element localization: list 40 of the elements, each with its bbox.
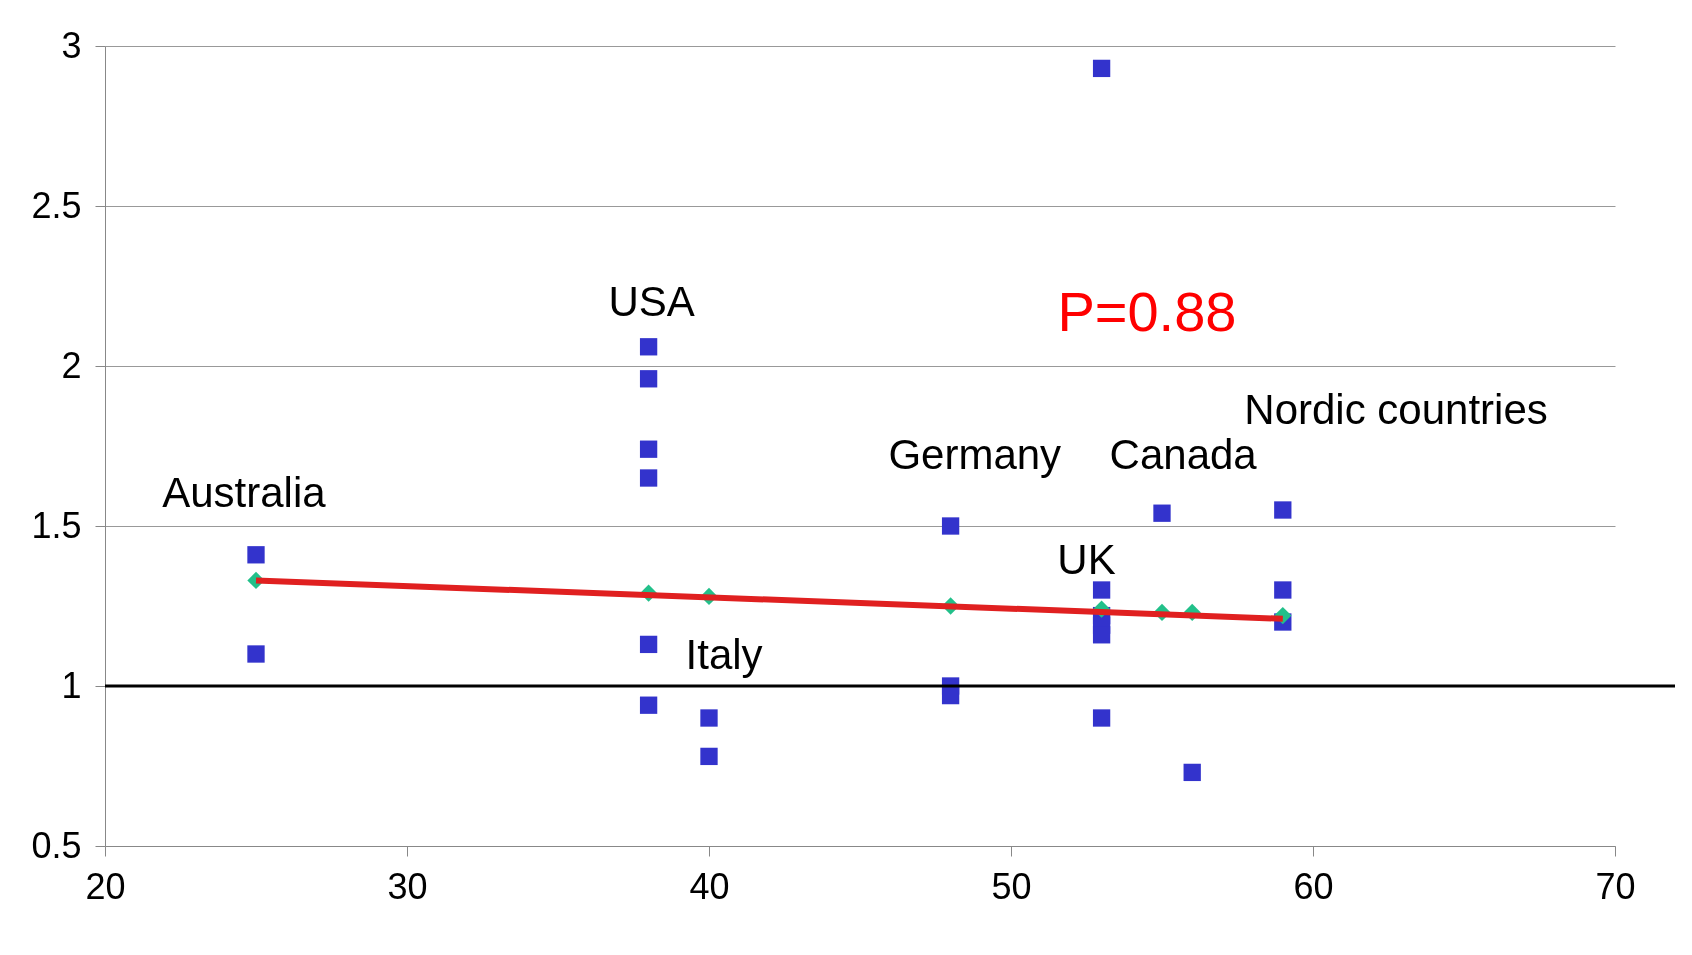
point — [639, 469, 658, 487]
point — [700, 709, 718, 727]
annotation: Italy — [685, 631, 763, 679]
x-tick-label: 50 — [991, 865, 1032, 907]
annotation: Germany — [888, 430, 1062, 478]
point — [639, 440, 658, 458]
x-tick-label: 40 — [689, 865, 730, 907]
point — [1274, 581, 1292, 599]
point — [1092, 59, 1111, 78]
annotation: Australia — [162, 469, 327, 516]
point — [639, 635, 658, 654]
annotation: UK — [1057, 536, 1116, 584]
annotation: P=0.88 — [1057, 280, 1237, 343]
annotation: Canada — [1109, 430, 1258, 478]
point — [1274, 501, 1292, 519]
point — [639, 696, 658, 714]
point — [1092, 626, 1111, 644]
point — [1092, 581, 1111, 599]
x-tick-label: 70 — [1595, 865, 1636, 907]
y-tick-label: 1.5 — [31, 504, 82, 546]
y-tick-label: 3 — [61, 24, 82, 66]
y-tick-label: 2 — [61, 344, 82, 386]
point — [247, 546, 265, 564]
point — [1153, 504, 1171, 522]
x-tick-label: 20 — [85, 865, 126, 907]
x-tick-label: 60 — [1293, 865, 1334, 907]
annotation: Nordic countries — [1244, 385, 1548, 433]
point — [700, 747, 718, 766]
y-tick-label: 0.5 — [31, 824, 82, 866]
point — [247, 645, 265, 663]
point — [941, 517, 960, 535]
point — [1183, 763, 1201, 782]
annotation: USA — [608, 277, 695, 325]
y-tick-label: 2.5 — [31, 184, 82, 226]
y-tick-label: 1 — [61, 664, 82, 706]
point — [941, 686, 960, 705]
point — [639, 370, 658, 388]
x-tick-label: 30 — [387, 865, 428, 907]
point — [1092, 709, 1111, 727]
point — [639, 338, 658, 356]
